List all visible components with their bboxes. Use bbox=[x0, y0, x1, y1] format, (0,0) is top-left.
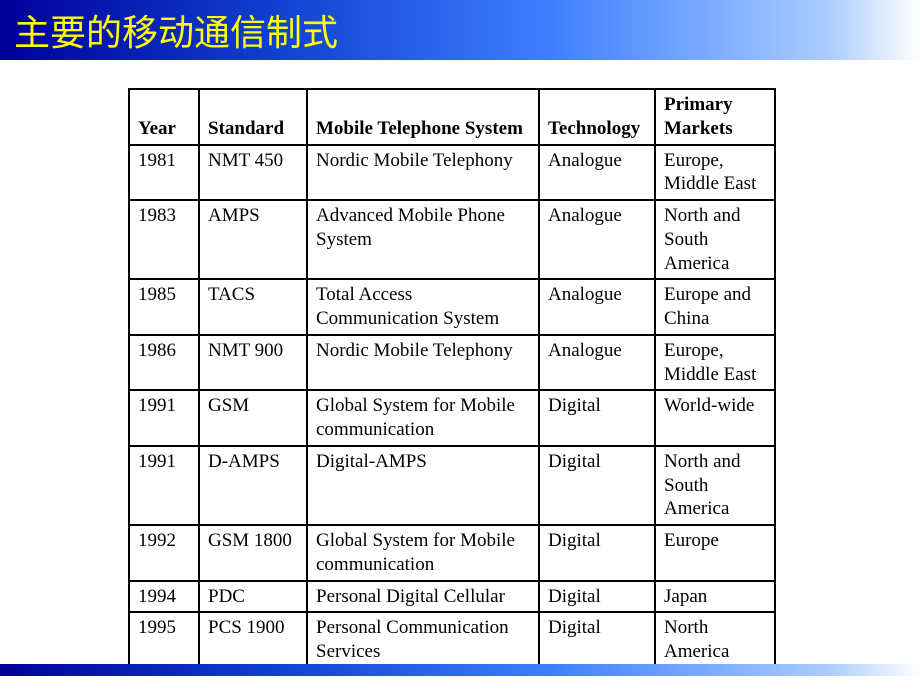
cell-system: Personal Communication Services bbox=[307, 612, 539, 668]
table-row: 1991D-AMPSDigital-AMPSDigitalNorth and S… bbox=[129, 446, 775, 525]
table-row: 1992GSM 1800Global System for Mobile com… bbox=[129, 525, 775, 581]
cell-markets: Europe and China bbox=[655, 279, 775, 335]
cell-markets: World-wide bbox=[655, 390, 775, 446]
cell-standard: NMT 450 bbox=[199, 145, 307, 201]
col-header-year: Year bbox=[129, 89, 199, 145]
table-header-row: Year Standard Mobile Telephone System Te… bbox=[129, 89, 775, 145]
table-row: 1981NMT 450Nordic Mobile TelephonyAnalog… bbox=[129, 145, 775, 201]
cell-markets: Europe bbox=[655, 525, 775, 581]
cell-tech: Analogue bbox=[539, 335, 655, 391]
cell-markets: North and South America bbox=[655, 200, 775, 279]
table-row: 1994PDCPersonal Digital CellularDigitalJ… bbox=[129, 581, 775, 613]
content-area: Year Standard Mobile Telephone System Te… bbox=[0, 60, 920, 669]
cell-year: 1985 bbox=[129, 279, 199, 335]
cell-markets: Japan bbox=[655, 581, 775, 613]
col-header-markets: Primary Markets bbox=[655, 89, 775, 145]
cell-standard: PDC bbox=[199, 581, 307, 613]
cell-markets: Europe, Middle East bbox=[655, 335, 775, 391]
cell-system: Total Access Communication System bbox=[307, 279, 539, 335]
cell-year: 1981 bbox=[129, 145, 199, 201]
standards-table: Year Standard Mobile Telephone System Te… bbox=[128, 88, 776, 669]
cell-year: 1991 bbox=[129, 446, 199, 525]
cell-system: Global System for Mobile communication bbox=[307, 525, 539, 581]
cell-tech: Digital bbox=[539, 525, 655, 581]
col-header-system: Mobile Telephone System bbox=[307, 89, 539, 145]
table-row: 1995PCS 1900Personal Communication Servi… bbox=[129, 612, 775, 668]
cell-year: 1983 bbox=[129, 200, 199, 279]
cell-standard: GSM bbox=[199, 390, 307, 446]
header-band: 主要的移动通信制式 bbox=[0, 0, 920, 60]
cell-markets: Europe, Middle East bbox=[655, 145, 775, 201]
table-row: 1986NMT 900Nordic Mobile TelephonyAnalog… bbox=[129, 335, 775, 391]
cell-system: Nordic Mobile Telephony bbox=[307, 335, 539, 391]
cell-system: Global System for Mobile communication bbox=[307, 390, 539, 446]
cell-tech: Digital bbox=[539, 612, 655, 668]
cell-year: 1995 bbox=[129, 612, 199, 668]
cell-markets: North America bbox=[655, 612, 775, 668]
cell-year: 1991 bbox=[129, 390, 199, 446]
cell-system: Nordic Mobile Telephony bbox=[307, 145, 539, 201]
cell-year: 1992 bbox=[129, 525, 199, 581]
col-header-tech: Technology bbox=[539, 89, 655, 145]
slide-title: 主要的移动通信制式 bbox=[14, 4, 338, 56]
table-row: 1991GSMGlobal System for Mobile communic… bbox=[129, 390, 775, 446]
cell-standard: D-AMPS bbox=[199, 446, 307, 525]
cell-system: Advanced Mobile Phone System bbox=[307, 200, 539, 279]
footer-bar bbox=[0, 664, 920, 676]
table-body: 1981NMT 450Nordic Mobile TelephonyAnalog… bbox=[129, 145, 775, 668]
cell-tech: Analogue bbox=[539, 279, 655, 335]
cell-system: Personal Digital Cellular bbox=[307, 581, 539, 613]
cell-standard: TACS bbox=[199, 279, 307, 335]
cell-markets: North and South America bbox=[655, 446, 775, 525]
cell-standard: NMT 900 bbox=[199, 335, 307, 391]
table-row: 1983AMPSAdvanced Mobile Phone SystemAnal… bbox=[129, 200, 775, 279]
cell-standard: AMPS bbox=[199, 200, 307, 279]
table-row: 1985TACSTotal Access Communication Syste… bbox=[129, 279, 775, 335]
cell-year: 1994 bbox=[129, 581, 199, 613]
col-header-standard: Standard bbox=[199, 89, 307, 145]
cell-tech: Analogue bbox=[539, 145, 655, 201]
cell-standard: GSM 1800 bbox=[199, 525, 307, 581]
cell-tech: Digital bbox=[539, 581, 655, 613]
cell-tech: Digital bbox=[539, 446, 655, 525]
cell-system: Digital-AMPS bbox=[307, 446, 539, 525]
cell-standard: PCS 1900 bbox=[199, 612, 307, 668]
cell-year: 1986 bbox=[129, 335, 199, 391]
cell-tech: Digital bbox=[539, 390, 655, 446]
cell-tech: Analogue bbox=[539, 200, 655, 279]
